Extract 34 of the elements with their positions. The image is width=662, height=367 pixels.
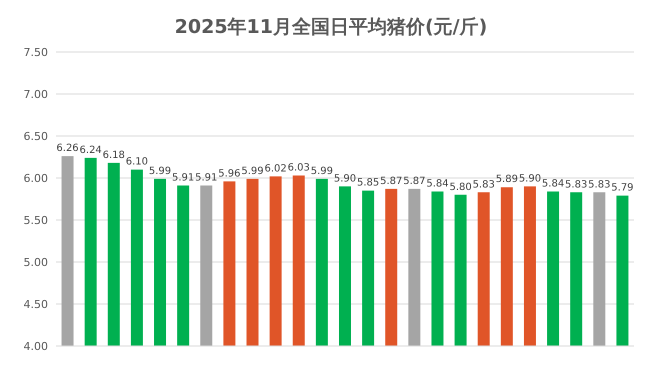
data-label: 5.90 — [334, 173, 356, 184]
data-label: 5.80 — [449, 182, 472, 193]
y-tick-label: 5.00 — [24, 256, 48, 269]
y-tick-label: 7.00 — [24, 88, 48, 101]
chart-title: 2025年11月全国日平均猪价(元/斤) — [174, 15, 488, 40]
data-label: 5.83 — [588, 179, 610, 190]
data-label: 6.18 — [102, 150, 125, 161]
y-tick-label: 7.50 — [24, 46, 48, 59]
y-tick-label: 6.00 — [24, 172, 48, 185]
data-label: 5.87 — [403, 176, 426, 187]
data-label: 5.99 — [310, 166, 333, 177]
data-label: 5.79 — [611, 182, 634, 194]
data-label: 6.26 — [56, 143, 79, 154]
data-label: 5.99 — [148, 166, 172, 177]
y-tick-label: 6.50 — [24, 130, 48, 143]
data-label: 5.89 — [496, 174, 518, 186]
data-label: 5.87 — [380, 176, 402, 187]
data-label: 6.10 — [126, 156, 148, 168]
data-label: 5.83 — [472, 179, 495, 190]
data-label: 5.84 — [426, 178, 449, 190]
y-tick-label: 4.50 — [24, 298, 48, 311]
data-label: 5.91 — [172, 172, 194, 184]
data-label: 5.91 — [195, 172, 218, 184]
data-label: 5.84 — [542, 178, 564, 190]
y-tick-label: 5.50 — [24, 214, 48, 227]
data-label: 5.90 — [518, 173, 542, 184]
data-label: 5.99 — [241, 166, 264, 177]
data-label: 6.02 — [264, 163, 287, 174]
data-label: 6.03 — [288, 162, 310, 174]
data-label: 6.24 — [80, 144, 102, 156]
data-label: 5.96 — [218, 168, 241, 180]
data-label: 5.83 — [565, 179, 588, 190]
y-tick-label: 4.00 — [24, 340, 48, 353]
data-label: 5.85 — [356, 178, 380, 189]
